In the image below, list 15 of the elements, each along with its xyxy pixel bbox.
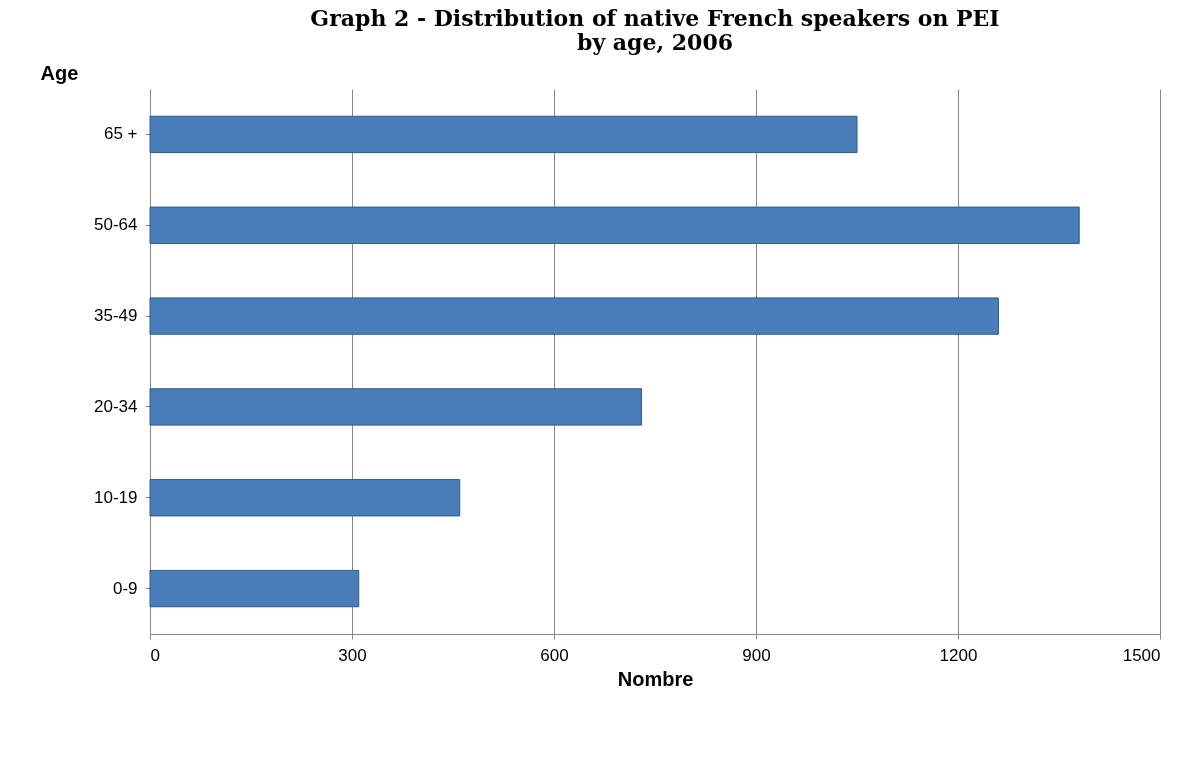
y-axis-title: Age [40, 61, 79, 84]
x-tick-label: 600 [540, 645, 569, 665]
y-tick-label: 50-64 [94, 215, 138, 235]
y-tick-label: 10-19 [94, 487, 138, 507]
y-tick-label: 20-34 [94, 396, 138, 416]
x-tick-label: 1200 [939, 645, 978, 665]
x-tick-label: 0 [150, 645, 160, 665]
y-tick-label: 65 + [103, 124, 138, 144]
x-axis-title: Nombre [617, 667, 694, 690]
x-tick-label: 300 [338, 645, 367, 665]
y-tick-label: 35-49 [94, 306, 138, 326]
x-tick-label: 1500 [1122, 645, 1161, 665]
chart-title: Graph 2 - Distribution of native French speakers on PEI by age, 2006 [310, 5, 1000, 55]
y-tick-label: 0-9 [112, 578, 138, 598]
x-tick-label: 900 [742, 645, 771, 665]
